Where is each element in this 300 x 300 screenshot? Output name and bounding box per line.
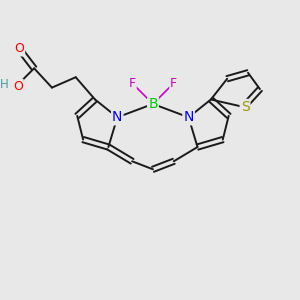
Text: N: N [183, 110, 194, 124]
Text: N: N [112, 110, 122, 124]
Text: S: S [241, 100, 249, 114]
Text: F: F [129, 77, 136, 90]
Text: O: O [13, 80, 23, 93]
Text: F: F [170, 77, 177, 90]
Text: O: O [14, 43, 24, 56]
Text: B: B [148, 97, 158, 111]
Text: H: H [0, 78, 8, 91]
